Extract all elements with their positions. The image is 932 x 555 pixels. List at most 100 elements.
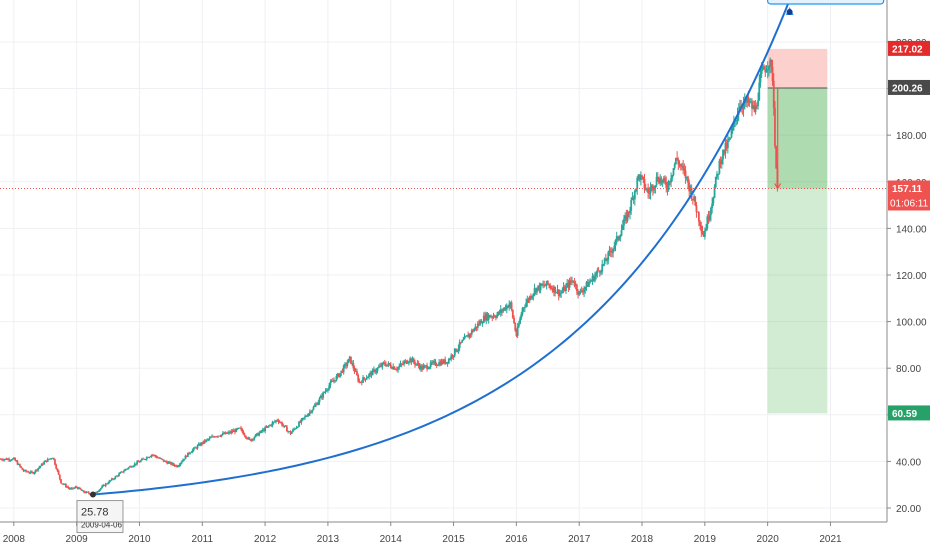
x-tick-label: 2020	[757, 534, 780, 545]
price-badge	[888, 79, 930, 95]
candle-body-down	[284, 425, 287, 427]
candle-body-down	[153, 454, 155, 456]
candle-body-down	[157, 457, 160, 459]
candle-body-down	[374, 369, 377, 373]
candle-body-down	[334, 380, 337, 382]
grid-lines	[0, 0, 887, 522]
candle-body-up	[487, 315, 490, 320]
candle-body-down	[394, 369, 397, 371]
candle-body-down	[14, 457, 17, 461]
candle-body-up	[545, 280, 548, 286]
candle-body-up	[97, 491, 100, 492]
candle-body-up	[602, 263, 605, 265]
candle-body-down	[358, 381, 361, 382]
candle-body-down	[199, 443, 201, 446]
candle-body-down	[389, 364, 392, 368]
candle-body-down	[155, 456, 158, 458]
candle-body-up	[33, 472, 36, 474]
drop-arrow-head	[774, 183, 782, 190]
target-label-box[interactable]	[767, 0, 885, 5]
candle-body-up	[443, 359, 445, 364]
candle-body-up	[532, 293, 535, 297]
candle-body-down	[393, 366, 396, 370]
x-tick-label: 2008	[3, 534, 26, 545]
candle-body-down	[68, 487, 71, 489]
candle-body-up	[333, 380, 335, 382]
candle-body-down	[54, 459, 56, 465]
candle-body-down	[513, 317, 515, 324]
candle-body-up	[517, 323, 520, 327]
candle-body-up	[398, 366, 401, 368]
candle-body-up	[703, 230, 706, 237]
candle-body-down	[286, 426, 288, 432]
candle-body-down	[353, 368, 356, 372]
candle-body-up	[420, 365, 422, 370]
candle-body-up	[408, 361, 410, 363]
candle-body-up	[409, 358, 412, 362]
candle-body-up	[307, 413, 310, 416]
candle-body-up	[689, 187, 692, 192]
candle-body-down	[575, 284, 578, 292]
candle-body-up	[468, 333, 471, 338]
candle-body-up	[508, 304, 511, 308]
candle-body-up	[757, 100, 759, 107]
candle-body-up	[339, 373, 341, 377]
candle-body-up	[635, 188, 637, 192]
candle-body-up	[302, 417, 305, 419]
candle-body-up	[132, 465, 135, 467]
candle-body-down	[356, 371, 358, 376]
candle-body-up	[718, 160, 721, 174]
candle-body-up	[73, 487, 76, 489]
candle-body-down	[418, 365, 421, 370]
candle-body-up	[178, 464, 181, 466]
candle-body-up	[127, 467, 130, 469]
candle-body-up	[585, 282, 588, 287]
candle-body-up	[662, 177, 665, 181]
candle-body-up	[440, 360, 443, 366]
candle-body-up	[568, 280, 571, 288]
candle-body-up	[754, 105, 757, 112]
candle-body-down	[350, 356, 352, 364]
candle-body-up	[670, 178, 672, 183]
candle-body-up	[607, 252, 610, 261]
candle-body-up	[769, 59, 772, 66]
y-tick-label: 100.00	[896, 318, 927, 329]
candle-body-up	[490, 316, 492, 318]
candle-body-up	[177, 465, 180, 468]
candle-body-down	[772, 81, 775, 108]
candle-body-down	[642, 176, 645, 179]
candle-body-up	[101, 486, 103, 489]
candle-body-down	[656, 176, 659, 181]
candle-body-down	[143, 458, 146, 460]
candle-body-up	[275, 420, 277, 422]
candle-body-down	[79, 487, 82, 490]
candle-body-down	[137, 461, 140, 463]
candle-body-up	[304, 416, 306, 418]
candle-body-up	[110, 478, 113, 481]
candle-body-up	[305, 416, 308, 418]
candle-body-down	[514, 323, 517, 331]
candle-body-up	[306, 415, 309, 417]
candle-body-down	[700, 225, 703, 232]
candle-body-down	[161, 458, 164, 460]
candle-body-up	[298, 421, 300, 427]
candle-body-up	[639, 175, 642, 180]
candle-body-up	[322, 392, 325, 398]
candle-body-up	[424, 365, 427, 367]
candle-body-down	[20, 466, 23, 468]
candle-body-down	[75, 486, 78, 488]
candle-body-up	[120, 471, 123, 473]
candle-body-down	[86, 491, 89, 493]
candle-body-up	[537, 285, 540, 288]
y-tick-label: 180.00	[896, 131, 927, 142]
candle-body-up	[713, 186, 716, 198]
candle-body-up	[189, 452, 192, 454]
candle-body-up	[621, 225, 624, 230]
candle-body-down	[543, 284, 546, 286]
candle-body-down	[551, 288, 554, 292]
candle-body-up	[4, 458, 7, 460]
candle-body-down	[430, 362, 433, 364]
candle-body-up	[272, 421, 275, 423]
candle-body-up	[40, 463, 43, 466]
